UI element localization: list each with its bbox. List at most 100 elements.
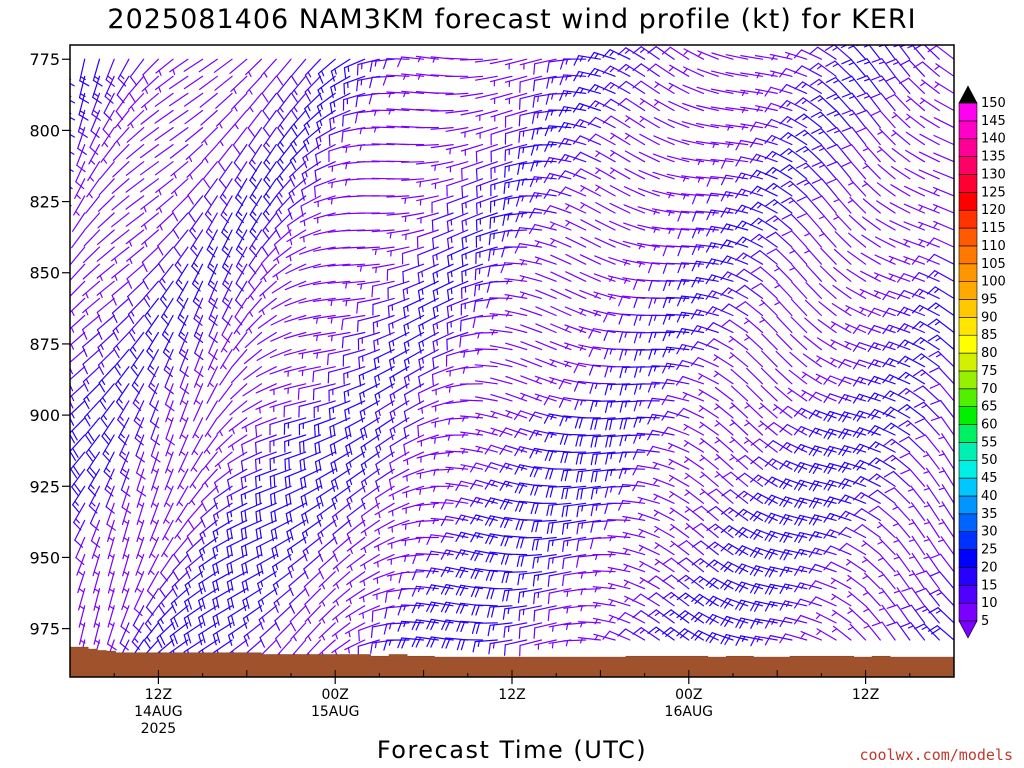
barb-staff (194, 331, 204, 354)
barb-half-flag (248, 327, 253, 334)
wind-barb (247, 280, 263, 301)
barb-staff (140, 109, 159, 125)
barb-flag (170, 602, 177, 614)
barb-flag (202, 178, 210, 188)
barb-half-flag (278, 191, 283, 198)
barb-flag (158, 263, 165, 274)
barb-half-flag (136, 433, 142, 439)
barb-staff (154, 144, 174, 158)
barb-half-flag (106, 75, 113, 80)
barb-staff (202, 161, 218, 180)
barb-staff (146, 571, 159, 592)
wind-barb (70, 109, 76, 138)
wind-barb (187, 502, 204, 530)
barb-flag (105, 506, 115, 514)
barb-flag (70, 82, 75, 87)
barb-half-flag (71, 412, 75, 419)
wind-barb (248, 246, 263, 274)
wind-barb (70, 280, 71, 283)
wind-barb (217, 126, 233, 147)
wind-barb (70, 246, 71, 249)
wind-barb (174, 246, 189, 274)
barb-half-flag (129, 258, 133, 264)
wind-barb (245, 58, 263, 78)
wind-barb (70, 144, 74, 172)
barb-flag (212, 616, 217, 628)
barb-half-flag (237, 262, 243, 268)
wind-barb (207, 263, 218, 292)
wind-barb (149, 400, 160, 429)
barb-staff (160, 553, 174, 574)
barb-half-flag (230, 510, 233, 518)
wind-barb (165, 451, 174, 474)
barb-half-flag (163, 330, 169, 336)
wind-barb (140, 126, 159, 142)
wind-barb (91, 536, 101, 559)
barb-half-flag (178, 296, 184, 302)
wind-barb (257, 571, 277, 595)
barb-flag (171, 210, 178, 222)
barb-flag (248, 162, 257, 172)
barb-flag (255, 511, 258, 523)
wind-barb (206, 383, 218, 404)
wind-barb (145, 314, 159, 343)
barb-staff (371, 212, 395, 215)
barb-flag (219, 196, 228, 206)
barb-flag (257, 582, 262, 595)
barb-staff (270, 331, 292, 342)
wind-barb (193, 400, 204, 422)
barb-staff (129, 58, 145, 78)
barb-flag (57, 448, 62, 457)
barb-flag (247, 127, 255, 137)
wind-barb (213, 58, 233, 73)
barb-half-flag (160, 601, 165, 608)
barb-staff (132, 605, 145, 626)
barb-flag (171, 586, 178, 597)
wind-barb (232, 126, 248, 155)
barb-half-flag (235, 346, 240, 352)
wind-barb (120, 605, 130, 634)
wind-barb (186, 161, 204, 180)
barb-staff (82, 246, 101, 263)
wind-barb (127, 297, 145, 324)
barb-flag (73, 521, 82, 531)
wind-barb (169, 75, 189, 90)
wind-barb (242, 383, 263, 397)
barb-flag (358, 356, 361, 369)
barb-flag (119, 642, 129, 651)
barb-flag (241, 546, 244, 558)
wind-barb (175, 502, 189, 524)
barb-flag (230, 527, 233, 540)
barb-flag (117, 77, 127, 87)
wind-barb (263, 126, 277, 155)
wind-barb (240, 519, 263, 541)
wind-barb (103, 92, 115, 121)
wind-barb (189, 212, 204, 240)
barb-staff (221, 314, 233, 336)
barb-half-flag (507, 198, 510, 205)
barb-half-flag (265, 141, 270, 147)
barb-staff (97, 195, 115, 212)
wind-barb (188, 485, 204, 506)
wind-barb (163, 502, 174, 524)
barb-flag (83, 398, 90, 410)
barb-staff (81, 314, 101, 331)
barb-staff (136, 468, 145, 491)
barb-flag (356, 63, 359, 76)
barb-staff (157, 229, 174, 247)
barb-flag (82, 363, 89, 375)
wind-barb (157, 605, 174, 632)
barb-half-flag (192, 244, 197, 250)
barb-half-flag (419, 488, 422, 495)
wind-barb (290, 92, 307, 120)
wind-barb (215, 92, 233, 109)
wind-barb (99, 383, 115, 410)
barb-staff (165, 417, 174, 440)
barb-half-flag (316, 334, 318, 342)
barb-flag (84, 434, 92, 445)
barb-half-flag (149, 364, 155, 370)
barb-staff (401, 161, 425, 163)
wind-barb (96, 263, 115, 281)
wind-barb (154, 109, 174, 124)
barb-half-flag (265, 158, 271, 165)
